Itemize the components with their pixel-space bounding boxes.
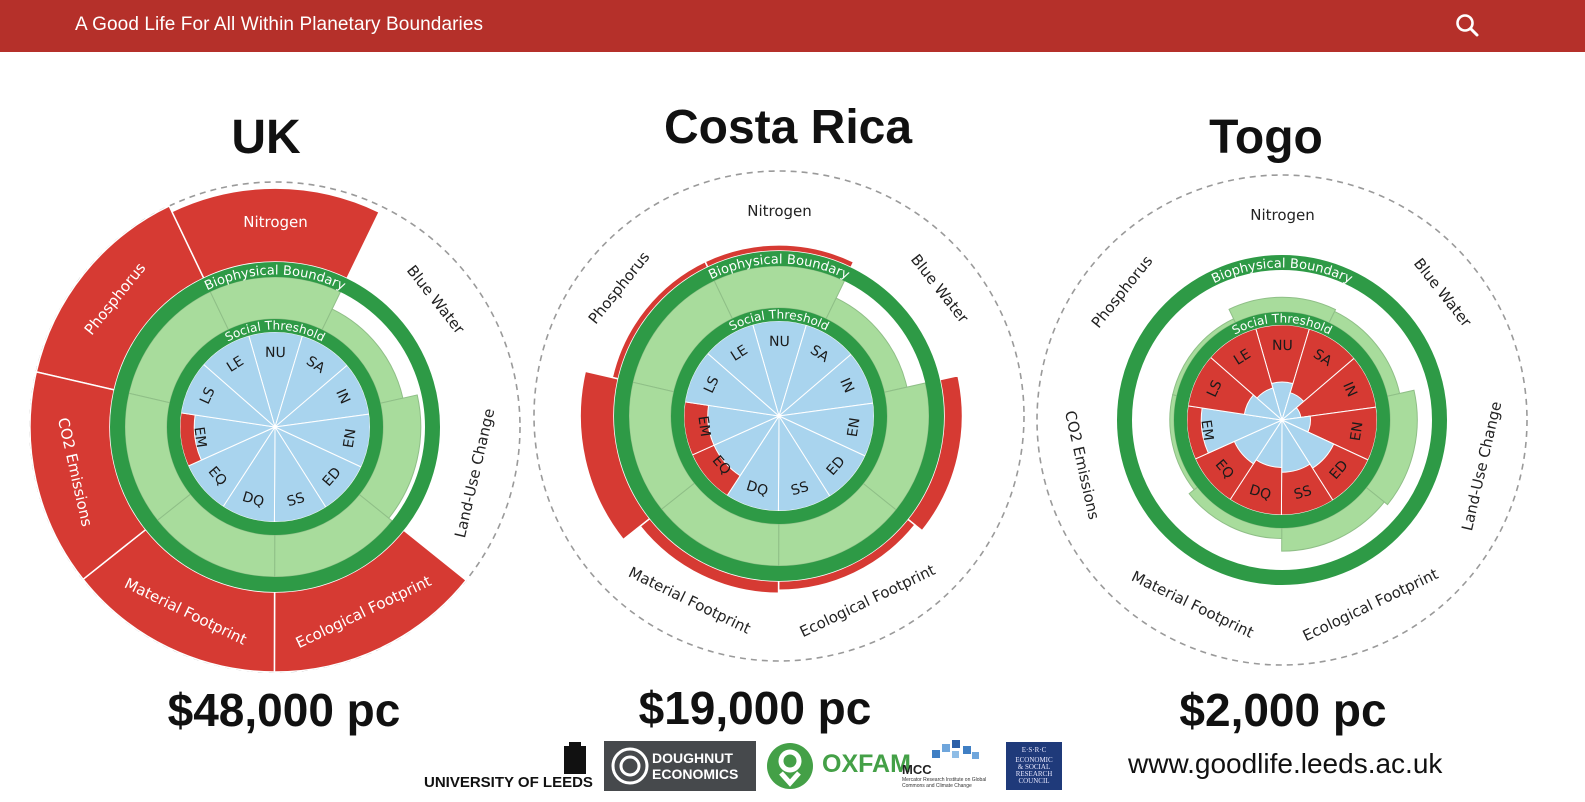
university-of-leeds-text: UNIVERSITY OF LEEDS [424, 774, 593, 791]
social-label-ls: LS [197, 385, 219, 407]
social-label-en: EN [1348, 421, 1367, 442]
social-label-en: EN [341, 428, 360, 449]
gdp-label-costa-rica: $19,000 pc [638, 682, 872, 734]
university-of-leeds-logo[interactable] [560, 742, 590, 774]
mcc-logo-icon[interactable] [922, 740, 982, 762]
achieved-le [1256, 387, 1283, 422]
boundary-label-nitrogen: Nitrogen [747, 202, 812, 220]
gdp-label-togo: $2,000 pc [1179, 684, 1387, 736]
boundary-label-phosphorus: Phosphorus [1088, 252, 1157, 331]
social-label-dq: DQ [240, 489, 265, 511]
social-label-le: LE [224, 353, 247, 375]
search-icon[interactable] [1450, 10, 1484, 42]
social-label-ss: SS [285, 490, 307, 510]
oxfam-icon[interactable] [766, 742, 814, 790]
social-label-le: LE [728, 342, 751, 364]
boundary-label-nitrogen: Nitrogen [1250, 206, 1315, 224]
boundary-label-nitrogen: Nitrogen [243, 213, 308, 231]
achieved-le [706, 324, 780, 418]
social-label-em: EM [190, 426, 209, 449]
mcc-text: MCC [902, 762, 932, 777]
outer-dashed-ring [29, 181, 521, 673]
website-url[interactable]: www.goodlife.leeds.ac.uk [1128, 748, 1443, 779]
biophysical-boundary-ring [1117, 255, 1447, 585]
boundary-label-land-use-change: Land-Use Change [451, 407, 498, 540]
biophysical-boundary-label: Biophysical Boundary [1209, 256, 1354, 287]
social-threshold-ring [167, 319, 383, 535]
oxfam-text: OXFAM [822, 750, 911, 778]
social-label-ls: LS [1204, 378, 1226, 400]
social-threshold-ring [671, 308, 887, 524]
esrc-logo[interactable]: E·S·R·C ECONOMIC & SOCIAL RESEARCH COUNC… [1006, 742, 1062, 790]
boundary-label-blue-water: Blue Water [1410, 255, 1476, 331]
boundary-label-blue-water: Blue Water [403, 262, 469, 338]
outer-dashed-ring [1036, 174, 1528, 666]
country-title-costa-rica: Costa Rica [663, 101, 913, 154]
achieved-le [202, 335, 276, 429]
social-label-ls: LS [701, 374, 723, 396]
boundary-label-co2-emissions: CO2 Emissions [1061, 409, 1103, 522]
boundary-label-land-use-change: Land-Use Change [1458, 400, 1505, 533]
social-label-nu: NU [769, 334, 790, 350]
social-label-nu: NU [265, 345, 286, 361]
mcc-subtitle: Mercator Research Institute on Global Co… [902, 777, 987, 789]
social-label-le: LE [1231, 346, 1254, 368]
site-title[interactable]: A Good Life For All Within Planetary Bou… [75, 14, 484, 35]
biophysical-boundary-ring [614, 251, 944, 581]
social-label-em: EM [694, 415, 713, 438]
outer-dashed-ring [533, 170, 1025, 662]
country-title-togo: Togo [1209, 111, 1323, 164]
boundary-label-blue-water: Blue Water [907, 251, 973, 327]
social-threshold-ring [1174, 312, 1390, 528]
doughnut-economics-text: DOUGHNUT ECONOMICS [652, 750, 739, 782]
doughnut-economics-logo[interactable]: DOUGHNUT ECONOMICS [604, 741, 756, 791]
social-label-dq: DQ [744, 478, 769, 500]
social-label-ss: SS [1292, 483, 1314, 503]
social-label-nu: NU [1272, 338, 1293, 354]
social-label-in: IN [836, 376, 857, 396]
social-label-en: EN [845, 417, 864, 438]
social-label-in: IN [1339, 380, 1360, 400]
country-title-uk: UK [231, 111, 301, 164]
biophysical-boundary-ring [110, 262, 440, 592]
header-bar: A Good Life For All Within Planetary Bou… [0, 0, 1585, 52]
social-label-ss: SS [789, 479, 811, 499]
gdp-label-uk: $48,000 pc [167, 684, 401, 736]
social-label-in: IN [332, 387, 353, 407]
social-label-em: EM [1197, 419, 1216, 442]
social-label-dq: DQ [1247, 482, 1272, 504]
